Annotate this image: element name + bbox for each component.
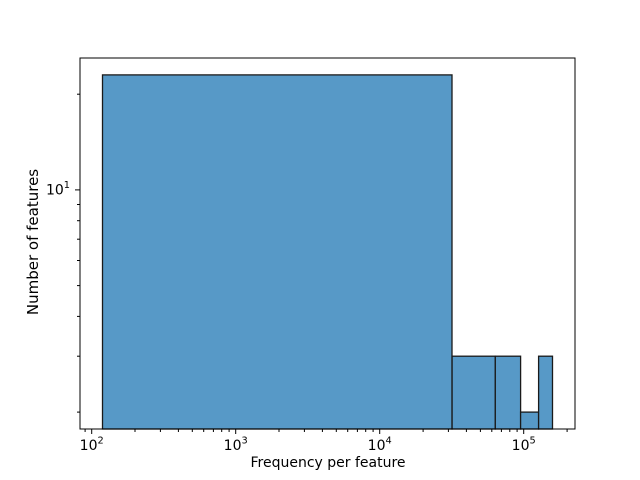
x-tick-label: 103 <box>224 436 248 455</box>
x-tick-label: 102 <box>80 436 104 455</box>
x-axis-ticks: 102 103 104 105 <box>80 429 568 455</box>
y-tick-label: 101 <box>46 180 70 199</box>
histogram-bar <box>451 355 496 430</box>
y-axis-label: Number of features <box>24 169 42 315</box>
histogram-bar <box>537 355 554 430</box>
y-axis-ticks: 101 <box>46 93 80 413</box>
histogram-bar <box>519 411 540 430</box>
x-tick-label: 104 <box>368 436 392 455</box>
histogram-bar <box>494 355 522 430</box>
plot-frame <box>79 57 576 430</box>
axes-frame <box>79 57 576 430</box>
x-axis-label: Frequency per feature <box>250 455 405 471</box>
x-tick-label: 105 <box>512 436 536 455</box>
histogram-bars <box>101 74 554 430</box>
histogram-bar <box>101 74 453 430</box>
